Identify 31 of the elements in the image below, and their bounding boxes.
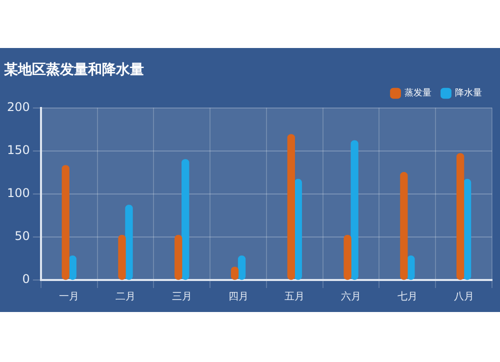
bar (125, 204, 133, 280)
y-tick-label: 150 (7, 142, 30, 157)
bar (350, 140, 358, 280)
bar (238, 256, 246, 280)
x-tick-label: 二月 (115, 292, 136, 303)
y-tick-label: 100 (7, 186, 30, 200)
bar (294, 178, 302, 280)
x-tick-label: 一月 (59, 292, 80, 303)
y-tick-label: 0 (22, 272, 30, 286)
chart-title: 某地区蒸发量和降水量 (3, 62, 144, 78)
x-tick-label: 七月 (397, 290, 418, 303)
legend-label: 蒸发量 (404, 88, 432, 99)
y-tick-label: 200 (7, 100, 30, 114)
bar (344, 234, 352, 280)
legend-label: 降水量 (455, 88, 482, 99)
x-tick-label: 三月 (172, 292, 192, 303)
bar (62, 165, 70, 280)
bar (182, 159, 190, 280)
bar (287, 134, 295, 280)
bar (463, 178, 472, 280)
bar (400, 172, 408, 280)
x-tick-label: 四月 (228, 292, 248, 303)
x-tick-label: 八月 (454, 292, 474, 303)
bar (174, 234, 182, 280)
x-tick-label: 六月 (341, 290, 362, 303)
bar (68, 256, 76, 280)
bar (118, 234, 126, 280)
x-tick-label: 五月 (284, 292, 305, 303)
y-tick-label: 50 (14, 229, 30, 244)
bar (456, 153, 464, 280)
bar (407, 256, 415, 280)
